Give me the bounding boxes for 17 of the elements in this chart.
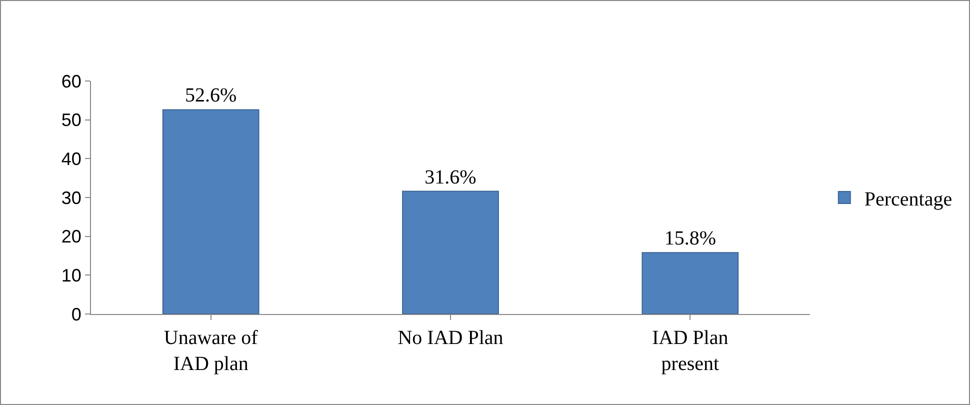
x-tick-label: Unaware of IAD plan [164,327,258,375]
y-tick-label: 20 [61,226,82,247]
y-tick-label: 50 [61,110,82,130]
y-tick-label: 40 [61,148,82,169]
y-tick-label: 60 [61,71,82,92]
data-label: 15.8% [664,228,716,250]
x-tick-label: IAD Plan present [652,327,728,375]
bar [162,109,260,314]
y-tick-label: 0 [71,304,82,324]
data-label: 31.6% [424,166,476,188]
bar [402,190,499,314]
y-tick-label: 10 [61,265,82,286]
data-label: 52.6% [185,84,237,107]
x-tick-label: No IAD Plan [398,327,504,349]
y-tick-label: 30 [61,188,82,208]
legend-label: Percentage [864,188,952,210]
bar [642,252,739,314]
